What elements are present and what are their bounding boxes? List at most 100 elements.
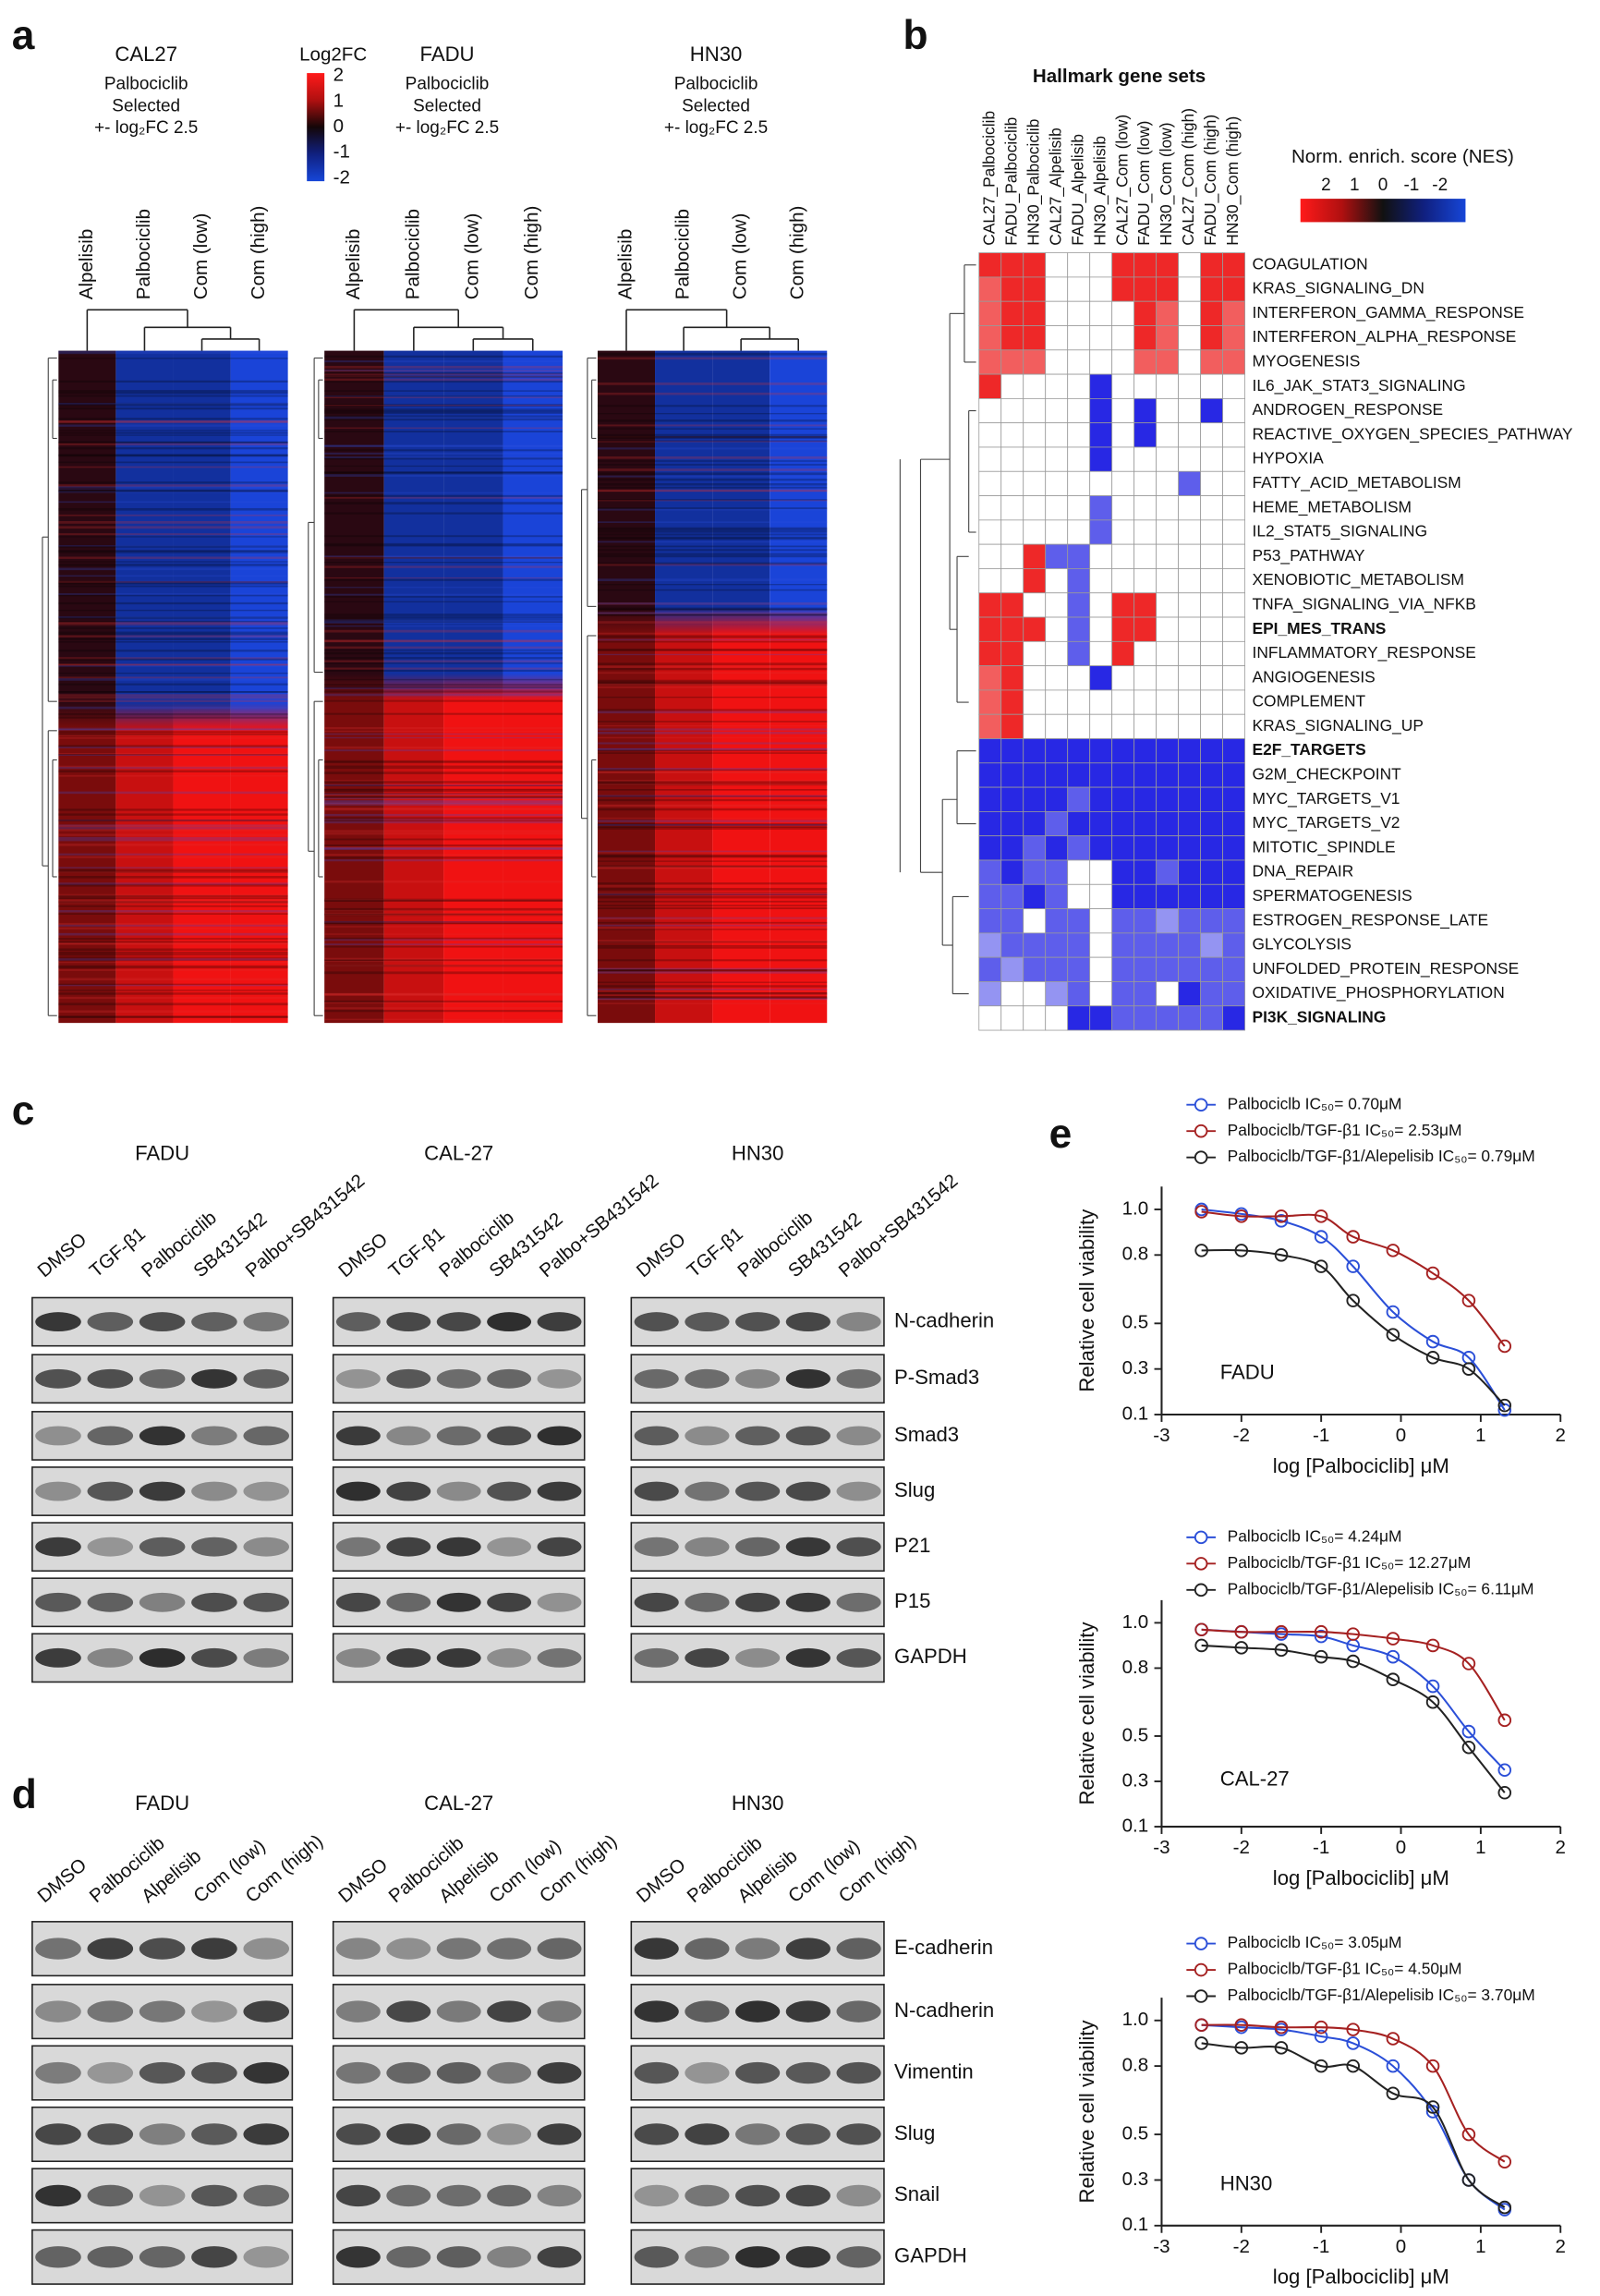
heatmap-texture bbox=[58, 601, 288, 605]
heatmap-texture bbox=[324, 767, 563, 770]
heatmap-cell bbox=[1222, 689, 1246, 715]
heatmap-cell bbox=[1111, 276, 1135, 302]
heatmap-texture bbox=[58, 901, 288, 905]
heatmap-column bbox=[115, 350, 174, 1024]
heatmap-texture bbox=[597, 892, 828, 893]
heatmap-cell bbox=[1111, 640, 1135, 667]
heatmap-cell bbox=[1156, 519, 1180, 545]
data-point bbox=[1314, 1259, 1328, 1273]
heatmap-texture bbox=[58, 650, 288, 652]
heatmap-texture bbox=[597, 784, 828, 786]
heatmap-column bbox=[230, 350, 288, 1024]
heatmap-texture bbox=[597, 771, 828, 773]
heatmap-texture bbox=[324, 601, 563, 602]
heatmap-texture bbox=[58, 696, 288, 699]
heatmap-cell bbox=[1000, 1005, 1024, 1031]
heatmap-cell bbox=[1156, 908, 1180, 934]
heatmap-texture bbox=[597, 672, 828, 674]
band bbox=[487, 1481, 532, 1501]
heatmap-texture bbox=[58, 627, 288, 629]
heatmap-cell bbox=[1000, 738, 1024, 764]
heatmap-texture bbox=[597, 632, 828, 635]
heatmap-cell bbox=[1222, 422, 1246, 448]
heatmap-cell bbox=[1178, 592, 1202, 618]
heatmap-texture bbox=[58, 536, 288, 538]
band bbox=[785, 1647, 830, 1668]
heatmap-texture bbox=[58, 853, 288, 856]
heatmap-cell bbox=[1000, 689, 1024, 715]
heatmap-cell bbox=[1045, 981, 1069, 1007]
heatmap-texture bbox=[58, 621, 288, 624]
heatmap-cell bbox=[1067, 373, 1091, 399]
band bbox=[836, 2123, 881, 2145]
band bbox=[436, 1426, 481, 1446]
heatmap-cell bbox=[1067, 495, 1091, 521]
heatmap-texture bbox=[324, 899, 563, 902]
chart-label: FADU bbox=[1220, 1361, 1275, 1384]
heatmap-texture bbox=[597, 679, 828, 683]
heatmap-cell bbox=[1178, 495, 1202, 521]
heatmap-cell bbox=[1067, 300, 1091, 326]
heatmap-texture bbox=[324, 845, 563, 849]
heatmap-texture bbox=[597, 985, 828, 988]
heatmap-texture bbox=[58, 819, 288, 822]
legend-marker bbox=[1194, 1583, 1208, 1597]
protein-label: P-Smad3 bbox=[894, 1366, 979, 1389]
heatmap-texture bbox=[597, 486, 828, 489]
heatmap-cell bbox=[1045, 446, 1069, 472]
heatmap-texture bbox=[597, 893, 828, 896]
protein-label: GAPDH bbox=[894, 2244, 967, 2267]
heatmap-texture bbox=[324, 907, 563, 911]
heatmap-texture bbox=[58, 791, 288, 795]
heatmap-texture bbox=[324, 693, 563, 697]
heatmap-texture bbox=[58, 699, 288, 702]
heatmap-texture bbox=[597, 742, 828, 745]
band bbox=[335, 1537, 381, 1557]
heatmap-texture bbox=[58, 581, 288, 584]
heatmap-cell bbox=[1045, 373, 1069, 399]
heatmap-texture bbox=[597, 721, 828, 723]
x-tick-label: -2 bbox=[1233, 1837, 1250, 1858]
heatmap-cell bbox=[1067, 640, 1091, 667]
heatmap-texture bbox=[324, 355, 563, 358]
heatmap-cell bbox=[1200, 422, 1224, 448]
heatmap-cell bbox=[1156, 276, 1180, 302]
heatmap-texture bbox=[324, 923, 563, 925]
band bbox=[685, 2184, 730, 2207]
band bbox=[836, 1592, 881, 1612]
heatmap-texture bbox=[58, 942, 288, 945]
heatmap-texture bbox=[58, 712, 288, 716]
heatmap-cell bbox=[1133, 835, 1158, 861]
heatmap-cell bbox=[978, 373, 1002, 399]
band bbox=[537, 2000, 582, 2023]
colorbar-tick-label: 1 bbox=[1350, 176, 1360, 195]
heatmap-texture bbox=[58, 824, 288, 828]
heatmap-cell bbox=[1089, 495, 1113, 521]
band bbox=[785, 1368, 830, 1389]
heatmap-cell bbox=[1045, 713, 1069, 739]
blot-title: FADU bbox=[135, 1792, 189, 1815]
legend-label: Palbociclb/TGF-β1 IC₅₀= 4.50μM bbox=[1228, 1960, 1462, 1978]
column-label: HN30_Com (high) bbox=[1223, 116, 1242, 246]
heatmap-texture bbox=[597, 536, 828, 539]
data-point bbox=[1386, 1632, 1400, 1646]
row-label: MITOTIC_SPINDLE bbox=[1253, 837, 1396, 856]
heatmap-texture bbox=[324, 1002, 563, 1004]
heatmap-texture bbox=[597, 681, 828, 684]
heatmap-cell bbox=[1023, 495, 1047, 521]
heatmap-texture bbox=[58, 927, 288, 930]
heatmap-texture bbox=[58, 691, 288, 693]
heatmap-cell bbox=[1045, 495, 1069, 521]
heatmap-texture bbox=[597, 946, 828, 949]
heatmap-texture bbox=[58, 638, 288, 640]
panel-label: e bbox=[1049, 1112, 1073, 1157]
heatmap-texture bbox=[324, 596, 563, 598]
lane-label: DMSO bbox=[33, 1854, 91, 1907]
heatmap-texture bbox=[58, 380, 288, 383]
heatmap-texture bbox=[597, 357, 828, 360]
band bbox=[386, 2184, 431, 2207]
heatmap-cell bbox=[1023, 397, 1047, 424]
heatmap-cell bbox=[1067, 689, 1091, 715]
heatmap-texture bbox=[597, 795, 828, 797]
heatmap-cell bbox=[1178, 640, 1202, 667]
